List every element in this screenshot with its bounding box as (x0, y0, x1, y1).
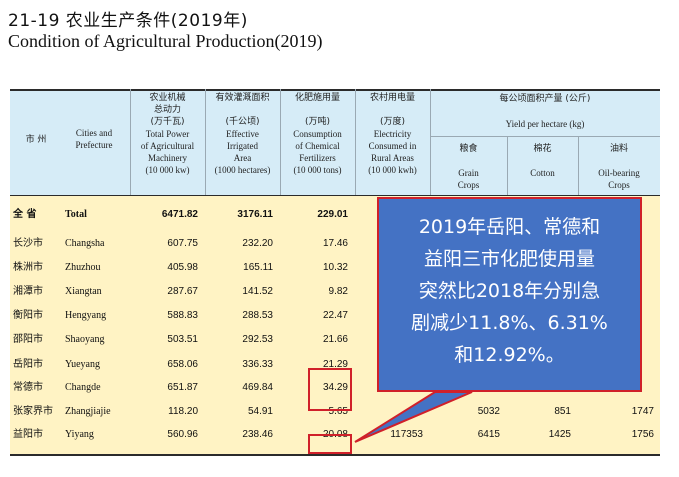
cell-irr: 232.20 (242, 238, 273, 249)
cell-irr: 165.11 (243, 262, 273, 273)
header-city-en: Cities and Prefecture (75, 128, 113, 150)
header-machinery: 农业机械 总动力 (万千瓦) Total Power of Agricultural… (140, 93, 195, 175)
cell-fert: 21.66 (322, 334, 348, 345)
cell-elec (355, 400, 423, 424)
cell-fert: 22.47 (322, 310, 348, 321)
cell-mach: 658.06 (167, 359, 198, 370)
cell-fert: 5.65 (328, 406, 348, 417)
table-header-band (10, 89, 660, 195)
cell-irr: 336.33 (242, 359, 273, 370)
cell-irr: 288.53 (242, 310, 273, 321)
cell-en: Shaoyang (65, 334, 105, 345)
highlight-box-yiyang (308, 434, 352, 454)
col-divider (205, 89, 206, 195)
cell-irr: 292.53 (242, 334, 273, 345)
cell-mach: 588.83 (167, 310, 198, 321)
cell-cotton: 1425 (548, 429, 571, 440)
cell-oil: 1756 (631, 429, 654, 440)
header-yield-group-en: Yield per hectare (kg) (505, 119, 585, 129)
cell-fert: 229.01 (317, 209, 348, 220)
callout-line: 突然比2018年分别急 (418, 280, 601, 302)
cell-mach: 503.51 (167, 334, 198, 345)
col-divider (355, 89, 356, 195)
cell-grain: 6415 (477, 429, 500, 440)
top-rule (10, 89, 660, 91)
group-divider (430, 136, 660, 137)
cell-mach: 651.87 (167, 382, 198, 393)
callout-line: 和12.92%。 (454, 344, 565, 366)
cell-en: Zhangjiajie (65, 406, 111, 417)
table-title-cn: 21-19 农业生产条件(2019年) (8, 11, 248, 31)
col-divider (578, 137, 579, 195)
callout-line: 剧减少11.8%、6.31% (411, 312, 608, 334)
col-divider (430, 89, 431, 195)
cell-oil: 1747 (631, 406, 654, 417)
header-oil: 油料 Oil-bearing Crops (598, 144, 640, 190)
cell-cn: 长沙市 (13, 238, 43, 249)
cell-irr: 141.52 (242, 286, 273, 297)
cell-mach: 118.20 (168, 406, 198, 417)
cell-irr: 238.46 (242, 429, 273, 440)
cell-fert: 21.29 (322, 359, 348, 370)
cell-mach: 560.96 (167, 429, 198, 440)
cell-mach: 287.67 (167, 286, 198, 297)
col-divider (130, 89, 131, 195)
header-electricity: 农村用电量 (万度) Electricity Consumed in Rural A… (368, 93, 417, 175)
table-title-en: Condition of Agricultural Production(201… (8, 31, 323, 51)
callout-line: 益阳三市化肥使用量 (423, 248, 595, 270)
header-cotton: 棉花 Cotton (530, 144, 555, 178)
annotation-callout: 2019年岳阳、常德和 益阳三市化肥使用量 突然比2018年分别急 剧减少11.… (377, 197, 642, 392)
cell-cn: 湘潭市 (13, 286, 43, 297)
cell-irr: 3176.11 (237, 209, 273, 220)
cell-cn: 邵阳市 (13, 334, 43, 345)
cell-fert: 9.82 (328, 286, 348, 297)
cell-cn: 张家界市 (13, 406, 53, 417)
cell-en: Yiyang (65, 429, 94, 440)
cell-fert: 34.29 (322, 382, 348, 393)
cell-cn: 衡阳市 (13, 310, 43, 321)
cell-elec: 117353 (390, 429, 423, 440)
cell-en: Zhuzhou (65, 262, 101, 273)
cell-cn: 全 省 (13, 209, 37, 220)
cell-cn: 常德市 (13, 382, 43, 393)
cell-en: Total (65, 209, 87, 220)
cell-en: Hengyang (65, 310, 107, 321)
cell-grain: 5032 (477, 406, 500, 417)
cell-fert: 10.32 (322, 262, 348, 273)
cell-cn: 岳阳市 (13, 359, 43, 370)
col-divider (507, 137, 508, 195)
cell-en: Xiangtan (65, 286, 102, 297)
cell-en: Changsha (65, 238, 105, 249)
header-grain: 粮食 Grain Crops (457, 144, 480, 190)
cell-fert: 17.46 (322, 238, 348, 249)
bottom-rule (10, 454, 660, 456)
cell-mach: 607.75 (167, 238, 198, 249)
header-city-cn: 市 州 (25, 135, 47, 145)
header-rule (10, 195, 660, 196)
cell-cotton: 851 (554, 406, 571, 417)
cell-cn: 株洲市 (13, 262, 43, 273)
cell-cn: 益阳市 (13, 429, 43, 440)
highlight-box-yueyang-changde (308, 368, 352, 411)
callout-line: 2019年岳阳、常德和 (418, 216, 601, 238)
cell-irr: 54.91 (247, 406, 273, 417)
cell-mach: 6471.82 (161, 209, 198, 220)
cell-irr: 469.84 (242, 382, 273, 393)
header-irrigated: 有效灌溉面积 (千公顷) Effective Irrigated Area (100… (214, 93, 271, 175)
header-fertilizer: 化肥施用量 (万吨) Consumption of Chemical Fertili… (293, 93, 342, 175)
header-yield-group: 每公顷面积产量 (公斤) (499, 94, 591, 104)
cell-en: Changde (65, 382, 101, 393)
cell-mach: 405.98 (167, 262, 198, 273)
cell-en: Yueyang (65, 359, 100, 370)
col-divider (280, 89, 281, 195)
